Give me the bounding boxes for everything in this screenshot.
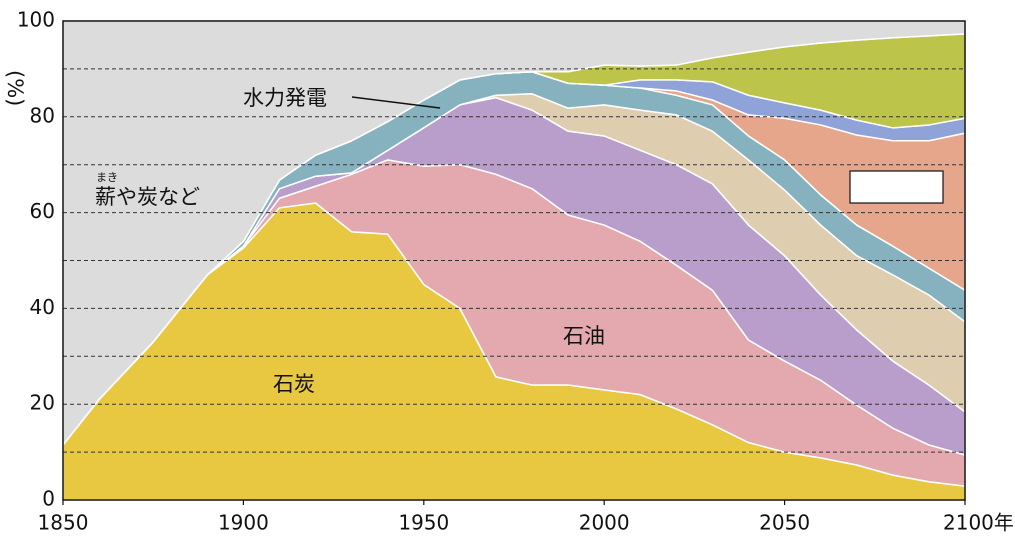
y-tick-label: 60 — [30, 199, 55, 223]
y-tick-label: 80 — [30, 103, 55, 127]
y-tick-label: 100 — [17, 8, 55, 32]
x-tick-label: 2100年 — [943, 511, 1014, 535]
y-axis-label: (%) — [3, 70, 27, 106]
x-tick-label: 2000 — [579, 511, 630, 535]
x-tick-label: 1950 — [398, 511, 449, 535]
x-tick-label: 2050 — [759, 511, 810, 535]
leader-line — [351, 96, 441, 109]
y-tick-label: 40 — [30, 295, 55, 319]
ruby: まき — [96, 171, 118, 184]
y-tick-label: 20 — [30, 391, 55, 415]
series-label: 薪や炭など — [95, 185, 200, 209]
series-label: 石油 — [563, 324, 605, 348]
series-label: 石炭 — [273, 372, 315, 396]
x-tick-label: 1900 — [218, 511, 269, 535]
x-tick-label: 1850 — [38, 511, 89, 535]
blank-box — [849, 170, 944, 204]
grid — [63, 68, 965, 453]
series-label: 水力発電 — [243, 86, 327, 110]
plot-frame — [62, 20, 966, 501]
y-tick-label: 0 — [42, 487, 55, 511]
